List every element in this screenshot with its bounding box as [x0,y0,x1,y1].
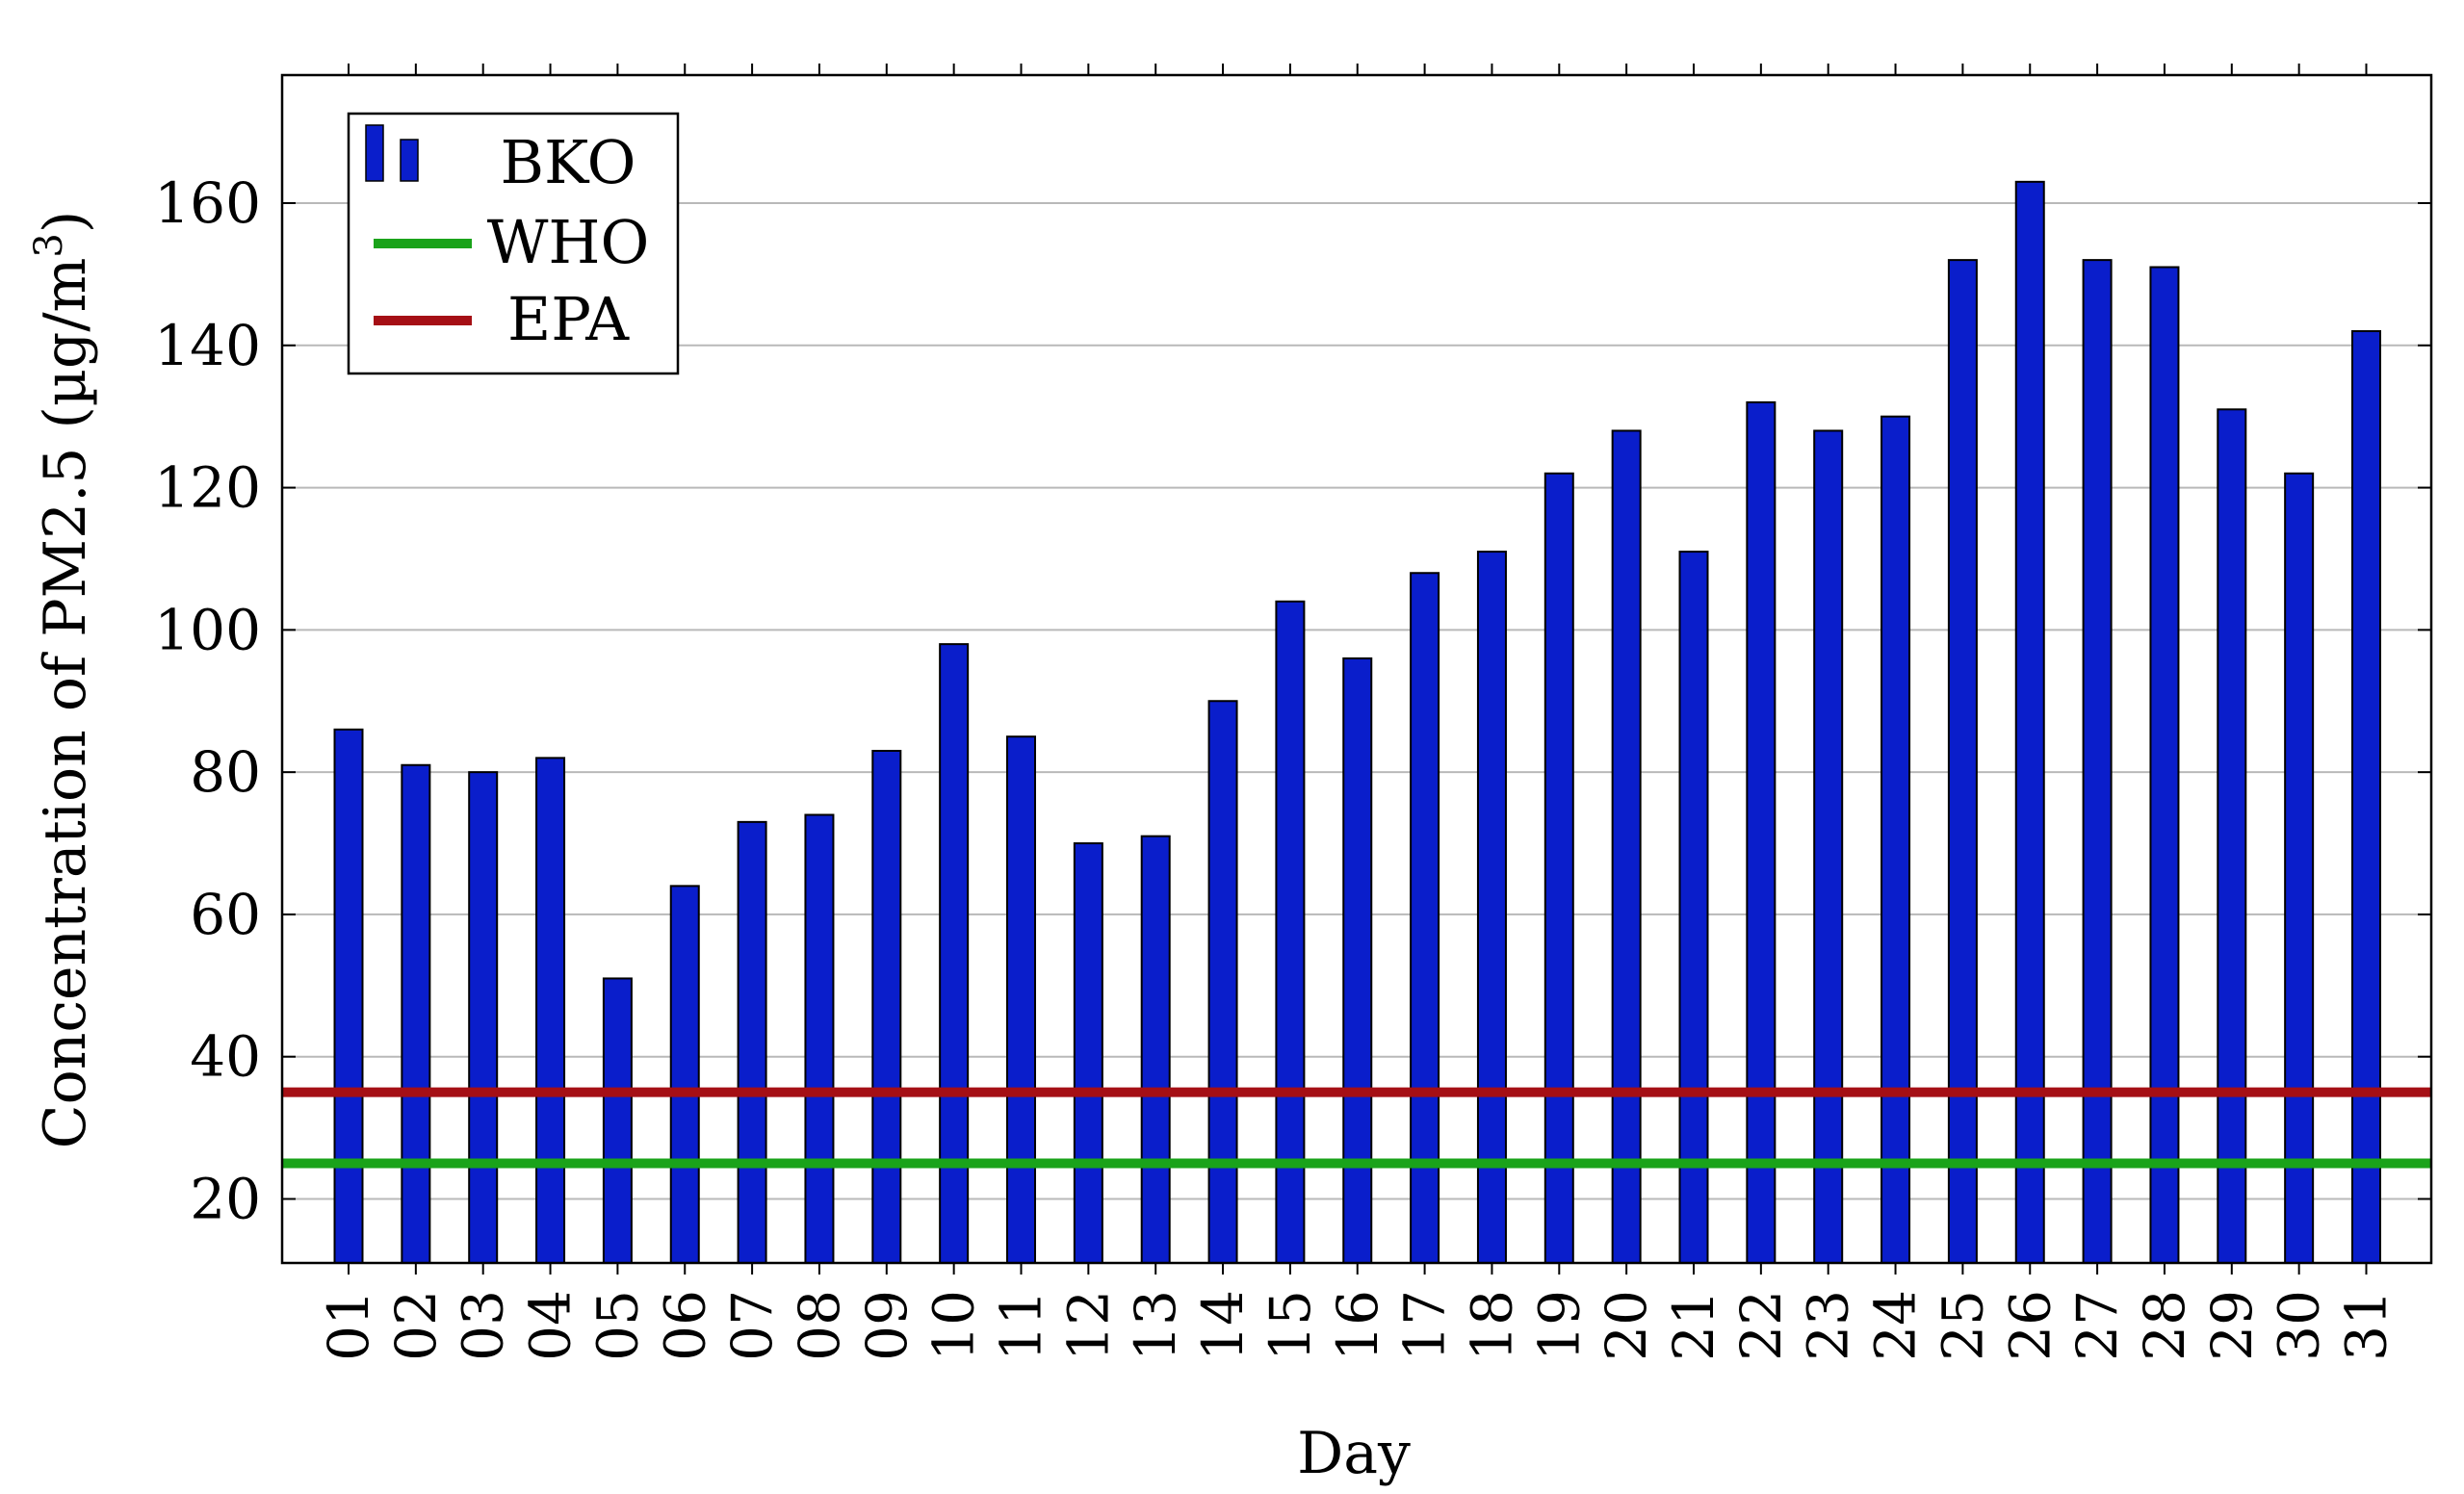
x-tick-label-04: 04 [518,1290,584,1361]
x-tick-label-03: 03 [451,1290,516,1361]
y-tick-label-120: 120 [154,455,261,521]
bar-day-28 [2149,266,2180,1264]
x-tick-label-12: 12 [1055,1290,1121,1361]
x-tick-label-26: 26 [1997,1290,2062,1361]
bar-day-02 [401,763,431,1264]
bar-day-25 [1947,259,1978,1264]
x-tick-label-23: 23 [1796,1290,1861,1361]
axis-ticks [282,64,2431,1275]
bar-day-20 [1611,429,1642,1265]
bar-day-30 [2284,472,2315,1265]
x-tick-label-09: 09 [854,1290,920,1361]
y-axis-title-superscript: 3 [27,233,71,257]
x-tick-labels: 01 02 03 04 05 06 07 08 09 10 11 12 13 14 15 16 17 18 19 20… [316,1290,2399,1361]
x-tick-label-11: 11 [989,1290,1054,1361]
bar-day-21 [1678,551,1709,1264]
bar-day-11 [1006,735,1036,1264]
bar-day-24 [1880,415,1911,1265]
bar-day-09 [871,749,902,1264]
bar-day-10 [939,643,970,1264]
bar-day-14 [1207,700,1238,1264]
bar-day-27 [2082,259,2113,1264]
bar-day-15 [1275,600,1306,1264]
x-tick-label-24: 24 [1863,1290,1929,1361]
bar-day-31 [2351,330,2381,1264]
x-tick-label-29: 29 [2199,1290,2265,1361]
legend-label-epa: EPA [507,284,630,354]
x-axis-title: Day [1297,1420,1411,1487]
x-tick-label-06: 06 [652,1290,717,1361]
legend: BKO WHO EPA [347,112,680,375]
x-tick-label-22: 22 [1728,1290,1794,1361]
x-tick-label-31: 31 [2334,1290,2399,1361]
y-tick-label-140: 140 [154,313,261,378]
x-tick-label-25: 25 [1930,1290,1995,1361]
bar-day-05 [602,977,633,1264]
bar-day-29 [2217,408,2247,1265]
reference-lines [282,1087,2431,1169]
x-tick-label-05: 05 [584,1290,650,1361]
bar-day-01 [333,728,364,1264]
legend-label-who: WHO [487,207,650,277]
y-tick-label-80: 80 [190,739,261,805]
x-tick-label-19: 19 [1526,1290,1592,1361]
legend-swatch-bko-bar-1 [365,124,384,182]
bar-day-17 [1410,572,1440,1264]
x-tick-label-14: 14 [1190,1290,1256,1361]
bar-day-19 [1543,472,1574,1265]
legend-swatch-bko-bar-2 [400,139,419,182]
x-tick-label-02: 02 [383,1290,449,1361]
y-tick-label-20: 20 [190,1166,261,1231]
legend-label-bko: BKO [500,127,635,197]
bar-day-22 [1746,400,1777,1265]
x-tick-label-01: 01 [316,1290,381,1361]
bar-day-18 [1476,551,1507,1264]
x-tick-label-28: 28 [2132,1290,2197,1361]
bar-day-23 [1813,429,1844,1265]
x-tick-label-07: 07 [719,1290,785,1361]
bar-day-03 [468,771,499,1265]
y-tick-label-100: 100 [154,597,261,662]
x-tick-label-20: 20 [1594,1290,1659,1361]
bar-day-08 [804,813,835,1265]
y-axis-title-main: Concentration of PM2.5 (µg/m [32,258,99,1149]
bar-day-04 [535,757,566,1264]
bar-day-26 [2014,180,2045,1264]
bar-day-16 [1342,657,1373,1264]
bar-day-13 [1140,835,1171,1265]
y-tick-label-160: 160 [154,170,261,236]
x-tick-label-18: 18 [1459,1290,1524,1361]
x-tick-label-17: 17 [1392,1290,1458,1361]
x-tick-label-08: 08 [787,1290,852,1361]
y-tick-label-60: 60 [190,882,261,947]
x-tick-label-21: 21 [1661,1290,1726,1361]
bar-day-07 [737,820,767,1265]
x-tick-label-15: 15 [1258,1290,1323,1361]
y-axis-title-close: ) [32,211,99,233]
x-tick-label-13: 13 [1123,1290,1188,1361]
bar-day-12 [1073,842,1103,1265]
x-tick-label-27: 27 [2064,1290,2130,1361]
y-tick-labels: 20 40 60 80 100 120 140 160 [154,170,261,1231]
x-tick-label-10: 10 [921,1290,987,1361]
y-tick-label-40: 40 [190,1024,261,1090]
x-tick-label-30: 30 [2267,1290,2332,1361]
x-tick-label-16: 16 [1325,1290,1390,1361]
bar-day-06 [669,885,700,1265]
y-axis-title: Concentration of PM2.5 (µg/m3) [27,211,99,1149]
